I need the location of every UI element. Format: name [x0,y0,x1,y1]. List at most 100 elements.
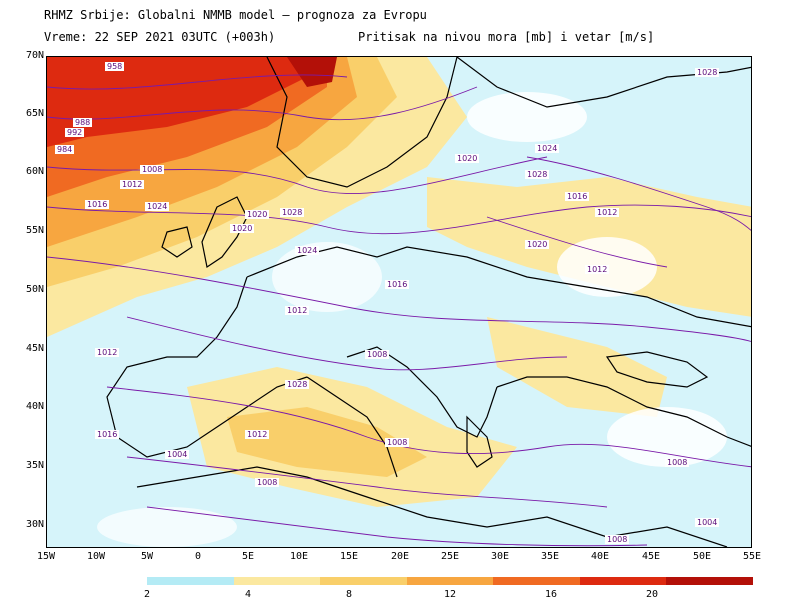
lon-label-5e: 5E [241,551,255,562]
isobar-label: 1016 [97,430,117,439]
colorbar-label: 16 [544,589,558,600]
colorbar-segment [320,577,407,585]
lon-label-35e: 35E [540,551,560,562]
isobar-label: 1004 [167,450,187,459]
isobar-label-bg [525,170,549,179]
lat-label-65n: 65N [25,108,44,119]
lon-label-15e: 15E [339,551,359,562]
lat-label-55n: 55N [25,225,44,236]
lon-label-50e: 50E [692,551,712,562]
isobar-label-bg [525,240,549,249]
colorbar-segment [666,577,754,585]
isobar-label: 1016 [387,280,407,289]
isobar-label: 1020 [232,224,252,233]
wind-band-20-plus [47,57,307,147]
map-variable: Pritisak na nivou mora [mb] i vetar [m/s… [358,30,655,44]
isobar-label-bg [595,208,619,217]
isobar-label: 1028 [282,208,302,217]
lon-label-5w: 5W [140,551,154,562]
isobar-label-bg [695,68,719,77]
isobar-label: 1012 [597,208,617,217]
isobar-label-bg [280,208,304,217]
isobar-label-bg [140,165,164,174]
isobar-label-bg [285,306,309,315]
isobar-label: 1016 [567,192,587,201]
isobars [47,74,751,547]
isobar-label-bg [165,450,189,459]
isobar-label: 1028 [527,170,547,179]
isobar-label-bg [385,438,409,447]
colorbar-label: 20 [645,589,659,600]
calm-patch [97,507,237,547]
lat-label-40n: 40N [25,401,44,412]
isobar-label: 1008 [607,535,627,544]
isobar-label: 984 [57,145,72,154]
lat-label-45n: 45N [25,343,44,354]
forecast-time: Vreme: 22 SEP 2021 03UTC (+003h) [44,30,276,44]
isobar-label: 958 [107,62,122,71]
isobar-label: 1012 [247,430,267,439]
lon-label-0: 0 [194,551,202,562]
coastlines [106,57,751,547]
lon-label-55e: 55E [742,551,762,562]
colorbar-segment [579,577,667,585]
isobar-label: 1008 [367,350,387,359]
isobar-label: 988 [75,118,90,127]
isobar-label: 1012 [287,306,307,315]
isobar-label-bg [95,348,119,357]
lat-label-50n: 50N [25,284,44,295]
lon-label-10e: 10E [289,551,309,562]
isobar-label-bg [455,154,479,163]
lon-label-40e: 40E [590,551,610,562]
isobar-label-bg [65,128,84,137]
isobar-label-bg [245,210,269,219]
lat-label-30n: 30N [25,519,44,530]
isobar-label-bg [105,62,124,71]
isobar-label-bg [245,430,269,439]
colorbar-segment [147,577,234,585]
isobar-label-bg [295,246,319,255]
lon-label-20e: 20E [390,551,410,562]
lon-label-30e: 30E [490,551,510,562]
isobar-label-bg [145,202,169,211]
isobar-label: 1020 [247,210,267,219]
weather-map: 958 992 988 984 1008 1012 1016 1024 1028 1020 1024… [46,56,752,548]
isobar-label: 1008 [257,478,277,487]
isobar-label-bg [535,144,559,153]
map-title: RHMZ Srbije: Globalni NMMB model — progn… [44,8,427,22]
isobar-label: 1024 [147,202,167,211]
lon-label-25e: 25E [440,551,460,562]
isobar-label: 1012 [97,348,117,357]
isobar-label: 1012 [587,265,607,274]
isobar-label: 1008 [142,165,162,174]
isobar-label: 1016 [87,200,107,209]
isobar-label: 1028 [697,68,717,77]
calm-patch [467,92,587,142]
lat-label-60n: 60N [25,166,44,177]
isobar-label-bg [255,478,279,487]
isobar-label: 1012 [122,180,142,189]
isobar-label-bg [55,145,74,154]
isobar-label-bg [695,518,719,527]
colorbar-label: 12 [443,589,457,600]
isobar-label-bg [285,380,309,389]
lon-label-10w: 10W [86,551,106,562]
isobar-label: 1024 [537,144,557,153]
colorbar-segment [233,577,321,585]
lat-label-70n: 70N [25,50,44,61]
isobar-label-bg [365,350,389,359]
isobar-label-bg [95,430,119,439]
isobar-label-bg [73,118,92,127]
calm-patch [272,242,382,312]
colorbar [147,577,754,585]
isobar-label-bg [605,535,629,544]
isobar-label: 1008 [387,438,407,447]
isobar-label: 1024 [297,246,317,255]
isobar-label-bg [665,458,689,467]
isobar-label-bg [85,200,109,209]
lon-label-45e: 45E [641,551,661,562]
colorbar-label: 4 [244,589,252,600]
colorbar-label: 8 [345,589,353,600]
